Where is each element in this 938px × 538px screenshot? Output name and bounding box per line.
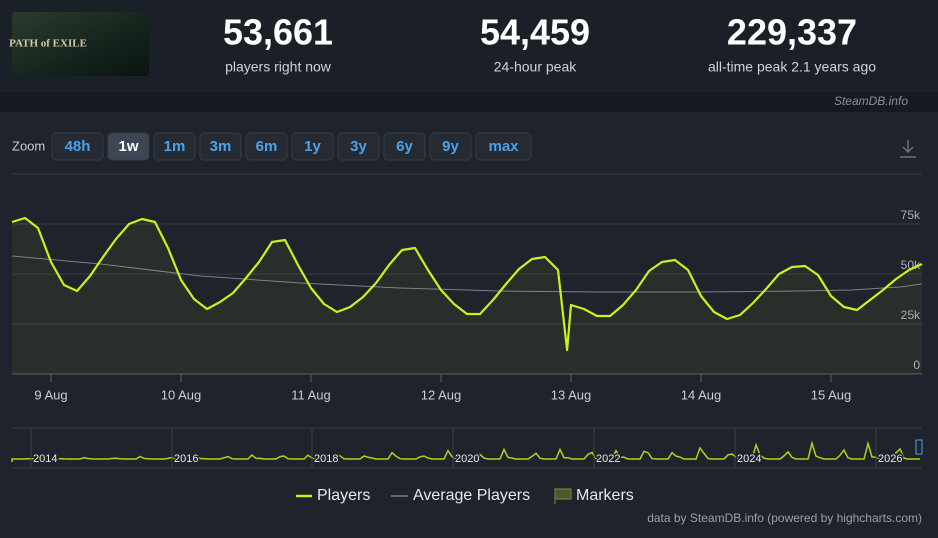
credit: data by SteamDB.info (powered by highcha…	[647, 511, 922, 525]
y-tick-label: 25k	[901, 308, 921, 322]
legend-label[interactable]: Markers	[576, 487, 634, 504]
zoom-button[interactable]	[245, 132, 288, 161]
x-tick-label: 14 Aug	[681, 387, 722, 402]
zoom-button-label[interactable]: 6y	[396, 138, 413, 155]
navigator-handle[interactable]	[915, 439, 923, 455]
game-logo[interactable]	[12, 12, 149, 76]
average-line	[11, 255, 923, 293]
navigator-series	[11, 440, 920, 462]
stat-label: all-time peak 2.1 years ago	[708, 59, 876, 75]
navigator-year: 2016	[174, 453, 198, 465]
x-tick-label: 13 Aug	[551, 387, 592, 402]
players-area	[12, 218, 922, 374]
zoom-button[interactable]	[337, 132, 380, 161]
navigator-year: 2020	[455, 453, 479, 465]
navigator-year: 2026	[878, 453, 902, 465]
y-tick-label: 50k	[901, 258, 921, 272]
x-tick-label: 10 Aug	[161, 387, 202, 402]
logo-text: PATH of EXILE	[9, 38, 87, 50]
zoom-button-label[interactable]: 48h	[65, 138, 91, 155]
x-tick-label: 11 Aug	[291, 387, 331, 402]
zoom-button-label[interactable]: 6m	[256, 138, 278, 155]
zoom-button[interactable]	[199, 132, 242, 161]
zoom-button[interactable]	[383, 132, 426, 161]
zoom-button-label[interactable]: 9y	[442, 138, 459, 155]
zoom-button[interactable]	[429, 132, 472, 161]
x-tick-label: 9 Aug	[34, 387, 67, 402]
zoom-button-label[interactable]: max	[488, 138, 519, 155]
zoom-button-label[interactable]: 1y	[304, 138, 321, 155]
zoom-button-label[interactable]: 1m	[164, 138, 186, 155]
y-tick-label: 0	[913, 358, 920, 372]
zoom-button-label[interactable]: 1w	[118, 138, 138, 155]
stat-value: 53,661	[223, 12, 333, 53]
x-tick-label: 12 Aug	[421, 387, 462, 402]
header-bg	[0, 0, 938, 92]
zoom-button[interactable]	[107, 132, 150, 161]
navigator-year: 2014	[33, 453, 57, 465]
navigator-year: 2022	[596, 453, 620, 465]
navigator-year: 2024	[737, 453, 761, 465]
download-icon[interactable]	[900, 140, 916, 158]
stat-value: 229,337	[727, 12, 857, 53]
zoom-button[interactable]	[153, 132, 196, 161]
watermark: SteamDB.info	[834, 94, 908, 108]
stat-label: players right now	[225, 59, 332, 75]
zoom-button-label[interactable]: 3m	[210, 138, 232, 155]
zoom-button[interactable]	[475, 132, 532, 161]
legend-label[interactable]: Players	[317, 487, 370, 504]
zoom-button[interactable]	[51, 132, 104, 161]
navigator-year: 2018	[314, 453, 338, 465]
stat-label: 24-hour peak	[494, 59, 578, 75]
zoom-button[interactable]	[291, 132, 334, 161]
players-line	[11, 216, 923, 352]
legend-label[interactable]: Average Players	[413, 487, 530, 504]
y-tick-label: 75k	[901, 208, 921, 222]
zoom-button-label[interactable]: 3y	[350, 138, 367, 155]
x-tick-label: 15 Aug	[811, 387, 852, 402]
legend-flag	[554, 488, 572, 504]
stat-value: 54,459	[480, 12, 590, 53]
zoom-label: Zoom	[12, 138, 45, 153]
watermark-bar	[0, 92, 938, 112]
